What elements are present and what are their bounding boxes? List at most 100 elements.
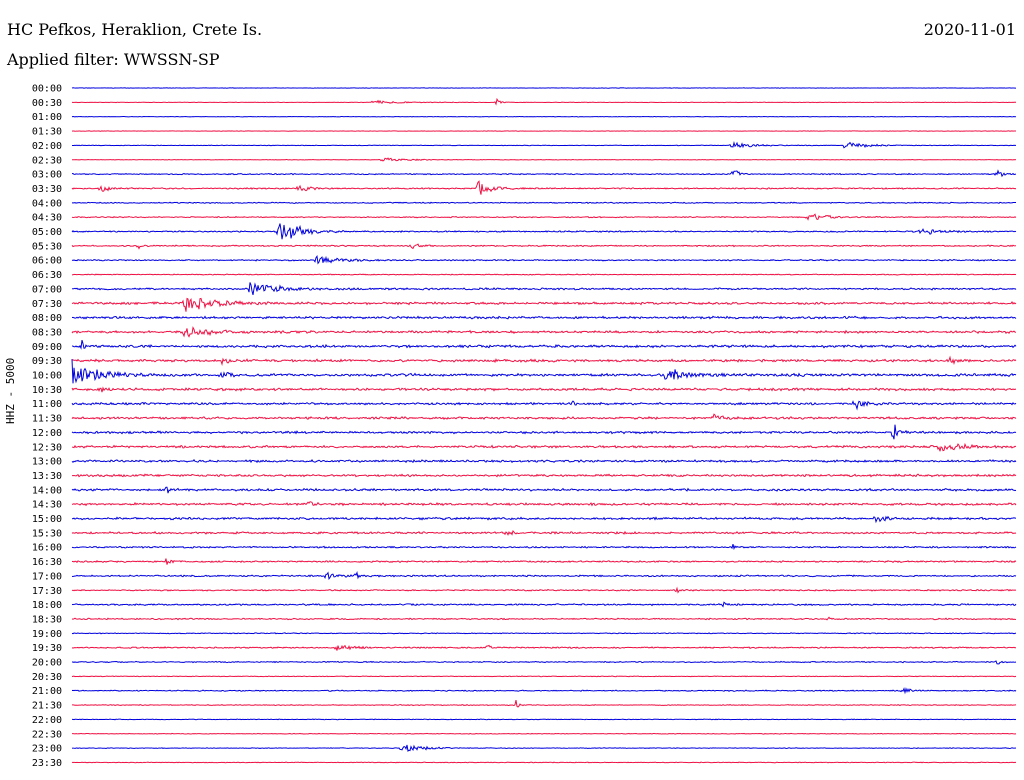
trace-line [71, 97, 1017, 106]
time-label: 14:00 [32, 485, 62, 496]
seismic-traces [71, 87, 1017, 764]
time-label: 15:00 [32, 514, 62, 525]
time-label: 04:00 [32, 198, 62, 209]
trace-line [71, 442, 1017, 452]
time-label: 21:00 [32, 686, 62, 697]
time-label: 17:00 [32, 571, 62, 582]
trace-line [71, 761, 1017, 764]
time-label: 20:30 [32, 672, 62, 683]
trace-line [71, 413, 1017, 421]
trace-line [71, 140, 1017, 149]
trace-line [71, 359, 1017, 384]
time-label: 03:30 [32, 184, 62, 195]
trace-line [71, 586, 1017, 594]
filter-label: Applied filter: WWSSN-SP [7, 50, 220, 69]
trace-line [71, 223, 1017, 240]
trace-line [71, 297, 1017, 312]
time-label: 02:30 [32, 155, 62, 166]
time-label: 06:30 [32, 270, 62, 281]
time-label: 20:00 [32, 658, 62, 669]
trace-line [71, 315, 1017, 320]
time-label: 00:00 [32, 84, 62, 95]
trace-line [71, 157, 1017, 162]
time-labels: 00:00 00:30 01:00 01:30 02:00 02:30 03:00 03:30… [32, 84, 62, 769]
trace-line [71, 616, 1017, 621]
time-label: 23:30 [32, 758, 62, 769]
time-label: 14:30 [32, 500, 62, 511]
time-label: 04:30 [32, 213, 62, 224]
time-label: 07:00 [32, 284, 62, 295]
trace-line [71, 558, 1017, 565]
trace-line [71, 282, 1017, 296]
time-label: 12:30 [32, 442, 62, 453]
trace-line [71, 180, 1017, 195]
time-label: 07:30 [32, 299, 62, 310]
trace-line [71, 459, 1017, 464]
trace-line [71, 386, 1017, 393]
time-label: 12:00 [32, 428, 62, 439]
station-title: HC Pefkos, Heraklion, Crete Is. [7, 20, 263, 39]
trace-line [71, 744, 1017, 752]
trace-line [71, 501, 1017, 507]
trace-line [71, 201, 1017, 205]
trace-line [71, 675, 1017, 678]
time-label: 16:30 [32, 557, 62, 568]
trace-line [71, 255, 1017, 265]
time-label: 18:00 [32, 600, 62, 611]
time-label: 06:00 [32, 256, 62, 267]
time-label: 13:30 [32, 471, 62, 482]
time-label: 01:30 [32, 127, 62, 138]
time-label: 16:00 [32, 543, 62, 554]
trace-line [71, 486, 1017, 494]
time-label: 05:30 [32, 241, 62, 252]
time-label: 09:30 [32, 356, 62, 367]
time-label: 15:30 [32, 528, 62, 539]
time-label: 17:30 [32, 586, 62, 597]
time-label: 22:00 [32, 715, 62, 726]
trace-line [71, 687, 1017, 695]
time-label: 18:30 [32, 614, 62, 625]
trace-line [71, 529, 1017, 536]
trace-line [71, 130, 1017, 132]
trace-line [71, 473, 1017, 478]
time-label: 05:00 [32, 227, 62, 238]
trace-line [71, 515, 1017, 524]
time-label: 11:00 [32, 399, 62, 410]
time-label: 13:00 [32, 457, 62, 468]
time-label: 01:00 [32, 112, 62, 123]
time-label: 03:00 [32, 170, 62, 181]
time-label: 00:30 [32, 98, 62, 109]
time-label: 09:00 [32, 342, 62, 353]
time-label: 02:00 [32, 141, 62, 152]
time-label: 19:30 [32, 643, 62, 654]
trace-line [71, 570, 1017, 580]
trace-line [71, 632, 1017, 635]
time-label: 22:30 [32, 729, 62, 740]
trace-line [71, 115, 1017, 118]
trace-line [71, 544, 1017, 551]
time-label: 23:00 [32, 744, 62, 755]
trace-line [71, 339, 1017, 350]
time-label: 08:00 [32, 313, 62, 324]
date-label: 2020-11-01 [923, 20, 1016, 39]
trace-line [71, 660, 1017, 665]
time-label: 11:30 [32, 414, 62, 425]
time-label: 21:30 [32, 701, 62, 712]
trace-line [71, 213, 1017, 221]
trace-line [71, 273, 1017, 276]
trace-line [71, 326, 1017, 338]
trace-line [71, 424, 1017, 440]
time-label: 19:00 [32, 629, 62, 640]
trace-line [71, 243, 1017, 250]
time-label: 08:30 [32, 327, 62, 338]
trace-line [71, 644, 1017, 651]
trace-line [71, 699, 1017, 708]
trace-line [71, 355, 1017, 367]
trace-line [71, 732, 1017, 735]
time-label: 10:00 [32, 371, 62, 382]
trace-line [71, 601, 1017, 608]
trace-line [71, 169, 1017, 178]
time-label: 10:30 [32, 385, 62, 396]
trace-line [71, 400, 1017, 411]
